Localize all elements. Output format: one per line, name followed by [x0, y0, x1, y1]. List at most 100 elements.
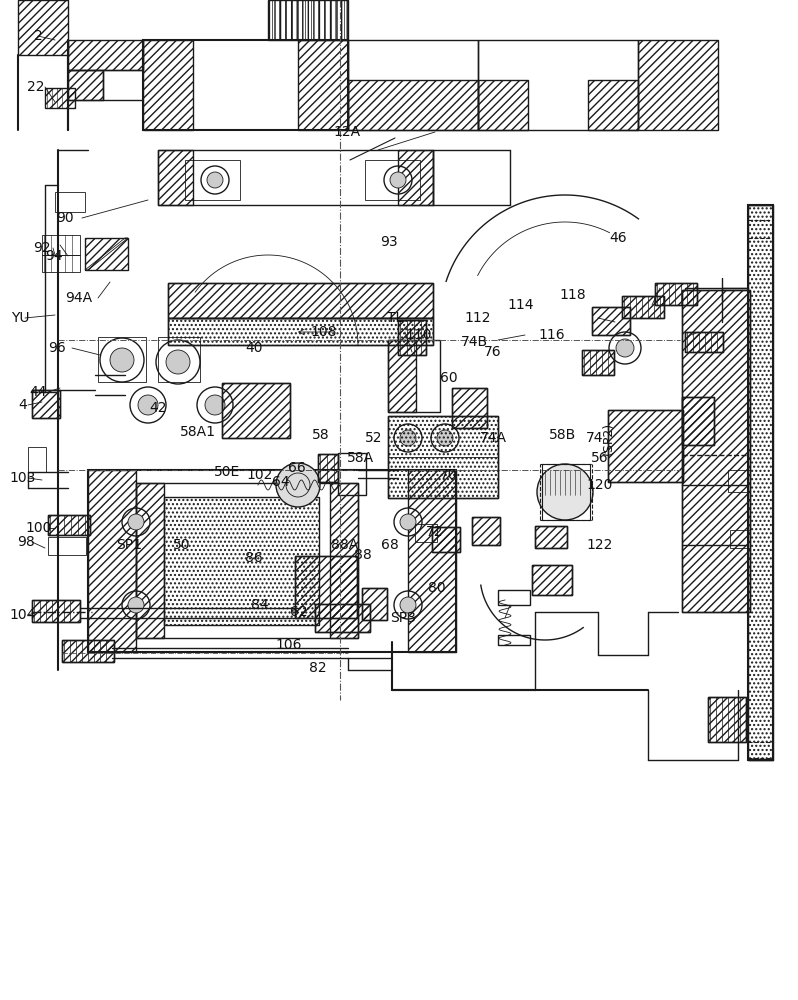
- Text: SP3: SP3: [390, 611, 416, 625]
- Bar: [143, 40, 193, 130]
- Bar: [158, 150, 193, 205]
- Bar: [535, 526, 567, 548]
- Bar: [592, 307, 630, 335]
- Text: 80: 80: [429, 581, 446, 595]
- Bar: [748, 205, 773, 760]
- Text: 2: 2: [34, 29, 42, 43]
- Bar: [362, 588, 387, 620]
- Text: 110: 110: [405, 328, 433, 342]
- Text: 52: 52: [365, 431, 382, 445]
- Bar: [432, 527, 460, 552]
- Bar: [472, 517, 500, 545]
- Bar: [42, 235, 80, 255]
- Bar: [338, 453, 366, 495]
- Bar: [48, 515, 90, 535]
- Text: 112: 112: [464, 311, 491, 325]
- Bar: [398, 150, 433, 205]
- Text: 93: 93: [381, 235, 398, 249]
- Text: 86: 86: [245, 551, 263, 565]
- Bar: [582, 350, 614, 375]
- Bar: [315, 604, 370, 632]
- Bar: [330, 483, 358, 638]
- Bar: [42, 255, 80, 272]
- Text: 74: 74: [586, 431, 603, 445]
- Bar: [330, 483, 358, 638]
- Text: 76: 76: [484, 345, 502, 359]
- Text: 100: 100: [25, 521, 52, 535]
- Bar: [98, 337, 146, 382]
- Bar: [168, 283, 433, 318]
- Bar: [222, 383, 290, 438]
- Circle shape: [400, 430, 416, 446]
- Bar: [18, 0, 68, 55]
- Bar: [685, 332, 723, 352]
- Bar: [48, 515, 90, 535]
- Text: 116: 116: [539, 328, 566, 342]
- Bar: [452, 388, 487, 428]
- Bar: [168, 318, 433, 345]
- Text: (SP2): (SP2): [602, 421, 614, 455]
- Text: 74B: 74B: [461, 335, 488, 349]
- Bar: [388, 416, 498, 498]
- Text: 122: 122: [587, 538, 614, 552]
- Bar: [158, 150, 433, 205]
- Bar: [472, 517, 500, 545]
- Circle shape: [537, 464, 593, 520]
- Bar: [143, 40, 193, 130]
- Text: 104: 104: [9, 608, 36, 622]
- Bar: [535, 526, 567, 548]
- Bar: [398, 320, 426, 355]
- Bar: [685, 332, 723, 352]
- Bar: [362, 588, 387, 620]
- Circle shape: [138, 395, 158, 415]
- Bar: [472, 517, 500, 545]
- Bar: [362, 588, 387, 620]
- Bar: [478, 80, 528, 130]
- Bar: [158, 150, 193, 205]
- Bar: [730, 530, 750, 548]
- Bar: [532, 565, 572, 595]
- Bar: [708, 697, 746, 742]
- Bar: [582, 350, 614, 375]
- Bar: [408, 470, 456, 652]
- Bar: [318, 454, 338, 482]
- Bar: [592, 307, 630, 335]
- Text: 64: 64: [272, 475, 290, 489]
- Bar: [608, 410, 683, 482]
- Circle shape: [166, 350, 190, 374]
- Text: 92: 92: [34, 241, 51, 255]
- Bar: [682, 290, 750, 612]
- Circle shape: [205, 395, 225, 415]
- Bar: [638, 40, 718, 130]
- Text: 108: 108: [310, 325, 337, 339]
- Circle shape: [128, 514, 144, 530]
- Text: 94: 94: [45, 249, 63, 263]
- Circle shape: [276, 463, 320, 507]
- Bar: [32, 600, 80, 622]
- Text: 96: 96: [49, 341, 66, 355]
- Bar: [68, 40, 143, 70]
- Text: 88A: 88A: [331, 538, 358, 552]
- Text: 62: 62: [290, 605, 308, 619]
- Bar: [62, 640, 114, 662]
- Bar: [478, 40, 638, 130]
- Text: 114: 114: [507, 298, 534, 312]
- Bar: [164, 497, 319, 625]
- Bar: [682, 397, 714, 445]
- Bar: [295, 556, 357, 618]
- Bar: [185, 160, 240, 200]
- Text: 40: 40: [245, 341, 263, 355]
- Bar: [32, 390, 60, 418]
- Bar: [315, 604, 370, 632]
- Bar: [32, 600, 80, 622]
- Bar: [398, 150, 433, 205]
- Bar: [158, 337, 200, 382]
- Bar: [478, 80, 528, 130]
- Text: 56: 56: [591, 451, 609, 465]
- Bar: [32, 390, 60, 418]
- Bar: [415, 524, 437, 542]
- Circle shape: [437, 430, 453, 446]
- Bar: [685, 332, 723, 352]
- Bar: [32, 390, 60, 418]
- Bar: [655, 283, 697, 305]
